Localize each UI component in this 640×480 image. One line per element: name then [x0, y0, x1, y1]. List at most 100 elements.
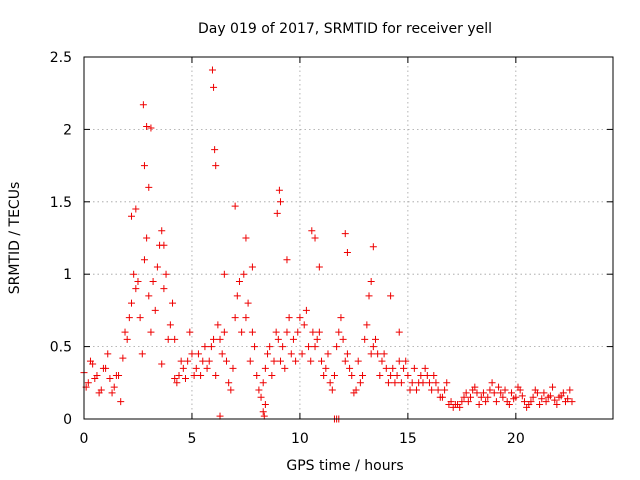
data-point [158, 227, 166, 235]
data-point [261, 401, 269, 409]
data-point [365, 292, 373, 300]
data-point [104, 350, 112, 358]
data-point [207, 343, 215, 351]
data-point [162, 270, 170, 278]
data-point [410, 364, 418, 372]
data-point [499, 393, 507, 401]
data-point [179, 364, 187, 372]
data-point [283, 328, 291, 336]
data-point [169, 299, 177, 307]
data-point [143, 123, 151, 131]
data-point [527, 398, 535, 406]
data-point [203, 364, 211, 372]
data-point [143, 234, 151, 242]
data-point [259, 408, 267, 416]
data-point [551, 396, 559, 404]
plot-frame [83, 56, 614, 420]
data-point [337, 314, 345, 322]
data-point [557, 392, 565, 400]
data-point [384, 379, 392, 387]
data-point [311, 234, 319, 242]
data-point [531, 386, 539, 394]
data-point [538, 395, 546, 403]
data-point [510, 395, 518, 403]
data-point [184, 357, 192, 365]
data-point [389, 364, 397, 372]
axis-ticks [83, 56, 613, 420]
data-point [177, 357, 185, 365]
data-point [350, 389, 358, 397]
data-point [367, 350, 375, 358]
data-point [192, 364, 200, 372]
data-point [134, 277, 142, 285]
data-point [216, 412, 224, 420]
data-point [536, 401, 544, 409]
data-point [443, 379, 451, 387]
data-point [408, 379, 416, 387]
data-point [194, 350, 202, 358]
y-tick-labels: 0 0.5 1 1.5 2 2.5 [50, 50, 72, 428]
data-point [311, 343, 319, 351]
data-point [220, 270, 228, 278]
data-point [313, 335, 321, 343]
data-point [294, 328, 302, 336]
data-point [248, 263, 256, 271]
x-tick-label: 5 [187, 431, 196, 447]
data-point [140, 162, 148, 170]
y-tick-label: 1.5 [50, 195, 72, 211]
data-point [395, 357, 403, 365]
data-point [296, 314, 304, 322]
data-point [108, 389, 116, 397]
data-point [139, 101, 147, 109]
data-point [287, 350, 295, 358]
data-point [462, 389, 470, 397]
data-point [393, 372, 401, 380]
data-point [153, 263, 161, 271]
data-point [99, 364, 107, 372]
data-point [492, 398, 500, 406]
data-point [212, 162, 220, 170]
y-axis-label: SRMTID / TECUs [7, 182, 23, 295]
data-point [432, 379, 440, 387]
data-point [106, 374, 114, 382]
data-point [171, 335, 179, 343]
data-point [128, 299, 136, 307]
data-point [91, 374, 99, 382]
data-point [309, 328, 317, 336]
data-point [326, 379, 334, 387]
data-point [253, 372, 261, 380]
data-point [147, 328, 155, 336]
data-point [199, 357, 207, 365]
data-point [266, 343, 274, 351]
data-point [95, 389, 103, 397]
data-point [441, 386, 449, 394]
data-point [233, 292, 241, 300]
data-point [497, 389, 505, 397]
y-tick-label: 1 [63, 267, 72, 283]
data-point [212, 372, 220, 380]
data-point [484, 393, 492, 401]
data-point [251, 343, 259, 351]
data-point [520, 398, 528, 406]
x-tick-label: 15 [399, 431, 417, 447]
data-point [171, 374, 179, 382]
data-point [242, 234, 250, 242]
data-point [425, 379, 433, 387]
data-point [318, 357, 326, 365]
data-point [540, 389, 548, 397]
data-point [466, 393, 474, 401]
data-point [339, 335, 347, 343]
data-point [488, 379, 496, 387]
data-point [434, 386, 442, 394]
data-point [404, 372, 412, 380]
data-point [464, 398, 472, 406]
data-point [430, 372, 438, 380]
data-point [158, 360, 166, 368]
data-point [110, 383, 118, 391]
data-point [328, 386, 336, 394]
data-point [486, 386, 494, 394]
data-point [205, 357, 213, 365]
data-point [136, 314, 144, 322]
data-point [417, 372, 425, 380]
data-point [86, 357, 94, 365]
